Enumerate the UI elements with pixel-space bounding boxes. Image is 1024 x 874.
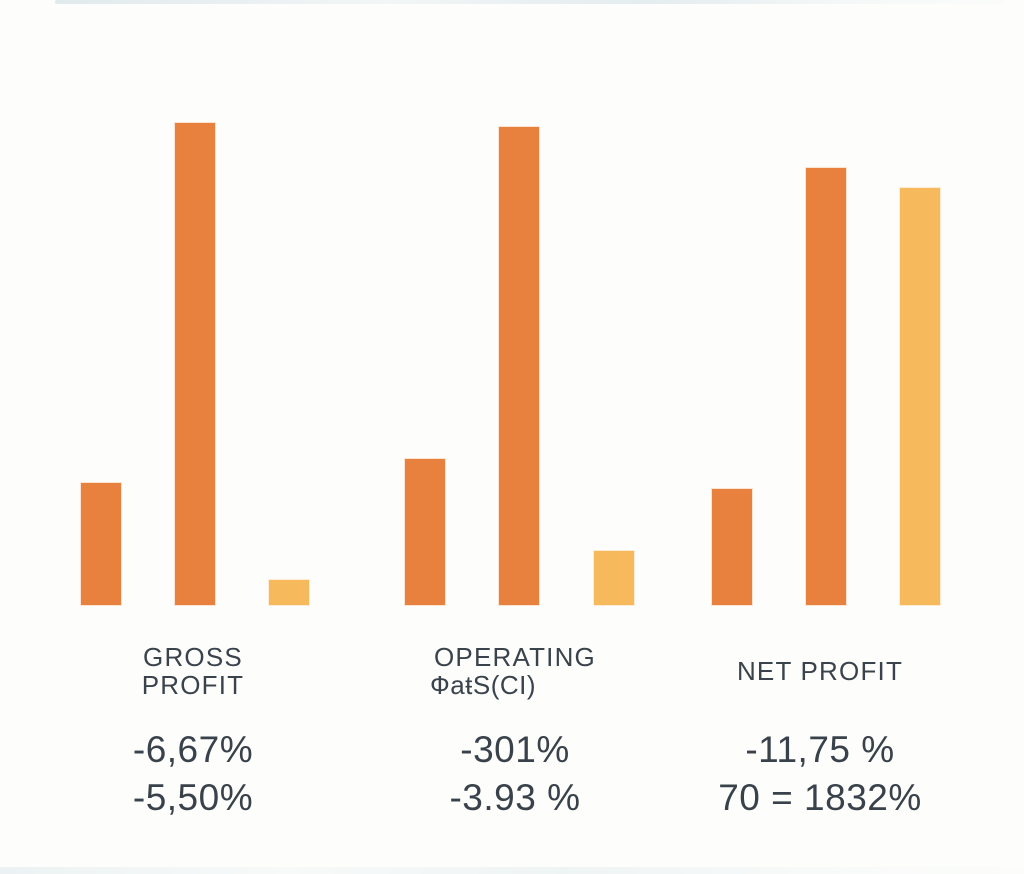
bar-net-profit-3 [899,187,941,606]
category-label-net-profit: NET PROFIT [660,640,980,702]
category-label-operating: OPERATING ФaŧS(CI) [355,640,675,702]
label-line: PROFIT [141,670,245,700]
value-line: -11,75 % [745,729,895,770]
bar-gross-profit-1 [80,482,122,606]
scan-artifact-top [55,0,1005,4]
value-line: -301% [460,729,570,770]
bar-gross-profit-3 [268,579,310,606]
value-line: -3.93 % [449,777,581,818]
value-line: -6,67% [132,729,254,770]
bar-gross-profit-2 [174,122,216,606]
bar-net-profit-1 [711,488,753,606]
scan-artifact-bottom [0,867,1024,874]
value-block-operating: -301% -3.93 % [355,726,675,822]
label-line: GROSS [143,642,243,672]
category-label-gross-profit: GROSS PROFIT [33,640,353,702]
bar-operating-3 [593,550,635,606]
value-line: 70 = 1832% [718,777,922,818]
bar-operating-1 [404,458,446,606]
value-block-gross-profit: -6,67% -5,50% [33,726,353,822]
label-line: NET PROFIT [736,656,904,686]
label-line: OPERATING [433,642,596,672]
bar-operating-2 [498,126,540,606]
label-line: ФaŧS(CI) [429,670,537,700]
value-block-net-profit: -11,75 % 70 = 1832% [660,726,980,822]
bar-net-profit-2 [805,167,847,606]
value-line: -5,50% [132,777,254,818]
